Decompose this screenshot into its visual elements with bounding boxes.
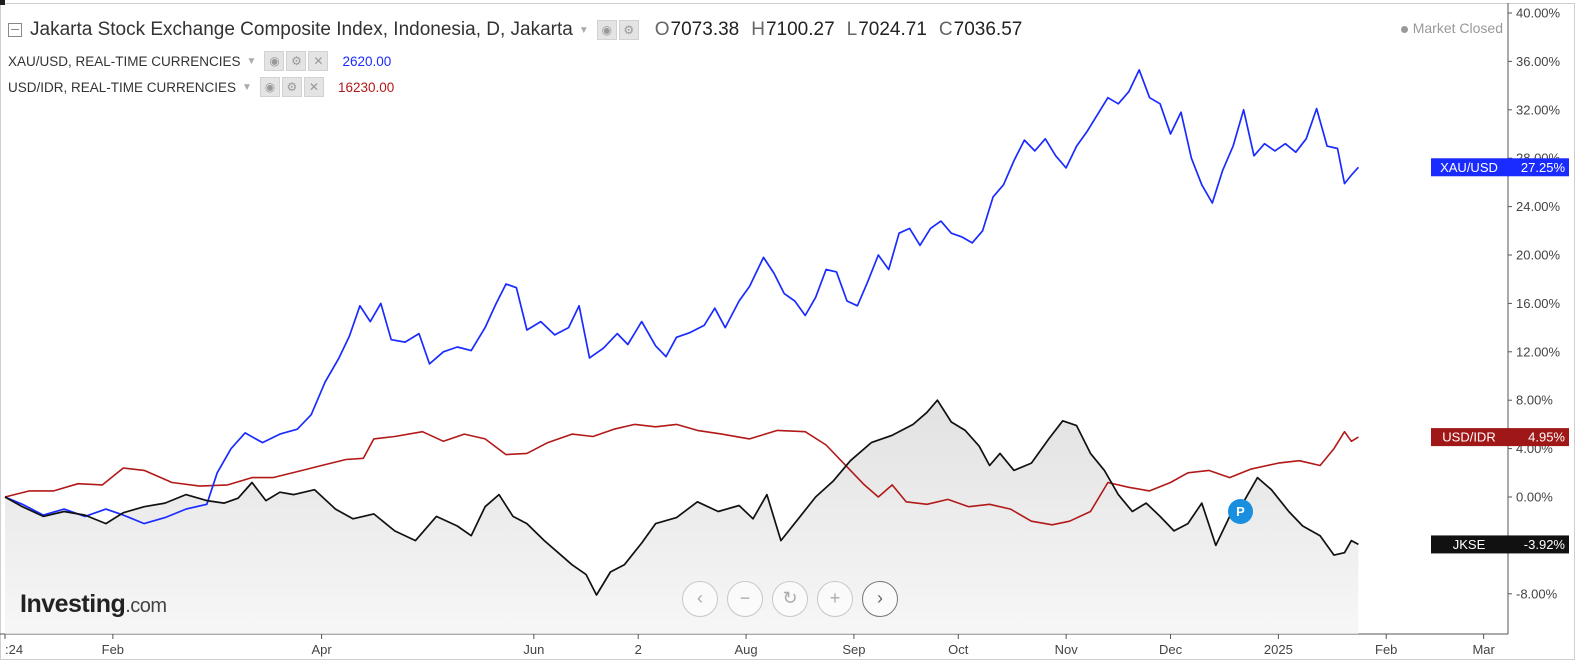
zoom-in-button[interactable]: + [817, 581, 853, 617]
last-value-series-name: USD/IDR [1442, 430, 1495, 445]
last-value-badge [1431, 428, 1569, 447]
x-tick-label: Aug [734, 642, 757, 657]
investing-logo: Investing.com [20, 590, 167, 619]
status-dot-icon [1400, 25, 1408, 33]
x-tick-label: Oct [948, 642, 969, 657]
x-tick-label: Apr [311, 642, 332, 657]
visibility-icon[interactable]: ◉ [264, 51, 285, 71]
legend-name-idr: USD/IDR, REAL-TIME CURRENCIES [8, 79, 237, 95]
x-tick-label: Dec [1159, 642, 1183, 657]
y-tick-label: 20.00% [1516, 248, 1561, 263]
visibility-icon[interactable]: ◉ [259, 77, 280, 97]
y-tick-label: 0.00% [1516, 490, 1553, 505]
last-value-series-name: XAU/USD [1440, 160, 1498, 175]
chart-title: Jakarta Stock Exchange Composite Index, … [30, 19, 573, 40]
settings-icon[interactable]: ⚙ [281, 77, 302, 97]
market-status-text: Market Closed [1412, 20, 1503, 36]
reset-button[interactable]: ↻ [772, 581, 808, 617]
ohlc-value: 7100.27 [765, 19, 835, 40]
close-icon[interactable]: ✕ [303, 77, 324, 97]
legend-value-xau: 2620.00 [342, 53, 392, 69]
x-tick-label: Jun [523, 642, 544, 657]
y-tick-label: 36.00% [1516, 54, 1561, 69]
x-tick-label: 2 [635, 642, 642, 657]
x-tick-label: Nov [1055, 642, 1079, 657]
legend-value-idr: 16230.00 [337, 79, 395, 95]
xau-usd-line [4, 69, 1360, 525]
visibility-icon[interactable]: ◉ [596, 20, 617, 40]
last-value-label: -3.92% [1524, 537, 1566, 552]
window-corner [0, 0, 5, 5]
legend-name-xau: XAU/USD, REAL-TIME CURRENCIES [8, 53, 241, 69]
chevron-left-icon: ‹ [697, 588, 703, 608]
ohlc-label: C [938, 19, 953, 40]
usd-idr-line [4, 423, 1359, 526]
chart-navigation: ‹ − ↻ + › [682, 581, 898, 617]
x-tick-label: :24 [5, 642, 23, 657]
chart-legend: Jakarta Stock Exchange Composite Index, … [8, 14, 1034, 100]
last-value-badge [1431, 535, 1569, 554]
jkse-area [5, 400, 1359, 634]
y-tick-label: 12.00% [1516, 344, 1561, 359]
plus-icon: + [829, 588, 841, 608]
last-value-badge [1431, 158, 1569, 177]
last-value-series-name: JKSE [1453, 537, 1486, 552]
legend-row-xau: XAU/USD, REAL-TIME CURRENCIES ▼ ◉ ⚙ ✕ 2620… [8, 48, 1034, 74]
y-tick-label: -8.00% [1516, 586, 1558, 601]
ohlc-readout: O7073.38 H7100.27 L7024.71 C7036.57 [655, 19, 1035, 41]
x-tick-label: Feb [1375, 642, 1397, 657]
y-tick-label: 8.00% [1516, 393, 1553, 408]
y-tick-label: 32.00% [1516, 102, 1561, 117]
ohlc-label: L [846, 19, 858, 40]
x-tick-label: Sep [842, 642, 865, 657]
minus-icon: − [739, 588, 751, 608]
logo-suffix: .com [125, 595, 167, 617]
caret-down-icon[interactable]: ▼ [578, 24, 589, 36]
ohlc-value: 7036.57 [953, 19, 1023, 40]
settings-icon[interactable]: ⚙ [286, 51, 307, 71]
scroll-right-button[interactable]: › [862, 581, 898, 617]
p-badge[interactable]: P [1228, 499, 1253, 524]
legend-row-idr: USD/IDR, REAL-TIME CURRENCIES ▼ ◉ ⚙ ✕ 1623… [8, 74, 1034, 100]
caret-down-icon[interactable]: ▼ [242, 81, 252, 93]
y-tick-label: 16.00% [1516, 296, 1561, 311]
y-tick-label: 40.00% [1516, 6, 1561, 21]
ohlc-label: H [751, 19, 765, 40]
market-status: Market Closed [1400, 20, 1503, 36]
settings-icon[interactable]: ⚙ [618, 20, 639, 40]
x-tick-label: 2025 [1264, 642, 1293, 657]
zoom-out-button[interactable]: − [727, 581, 763, 617]
scroll-left-button[interactable]: ‹ [682, 581, 718, 617]
refresh-icon: ↻ [782, 588, 798, 608]
y-tick-label: 24.00% [1516, 199, 1561, 214]
last-value-label: 27.25% [1521, 160, 1566, 175]
x-tick-label: Feb [102, 642, 124, 657]
caret-down-icon[interactable]: ▼ [246, 55, 257, 67]
ohlc-label: O [654, 19, 670, 40]
main-series-row: Jakarta Stock Exchange Composite Index, … [8, 14, 1034, 46]
chevron-right-icon: › [877, 588, 883, 608]
logo-bold: Investing [20, 590, 126, 618]
close-icon[interactable]: ✕ [308, 51, 329, 71]
ohlc-value: 7073.38 [670, 19, 740, 40]
collapse-icon[interactable] [8, 23, 22, 37]
last-value-label: 4.95% [1528, 430, 1565, 445]
x-tick-label: Mar [1472, 642, 1495, 657]
jkse-line [4, 399, 1359, 596]
ohlc-value: 7024.71 [858, 19, 927, 40]
